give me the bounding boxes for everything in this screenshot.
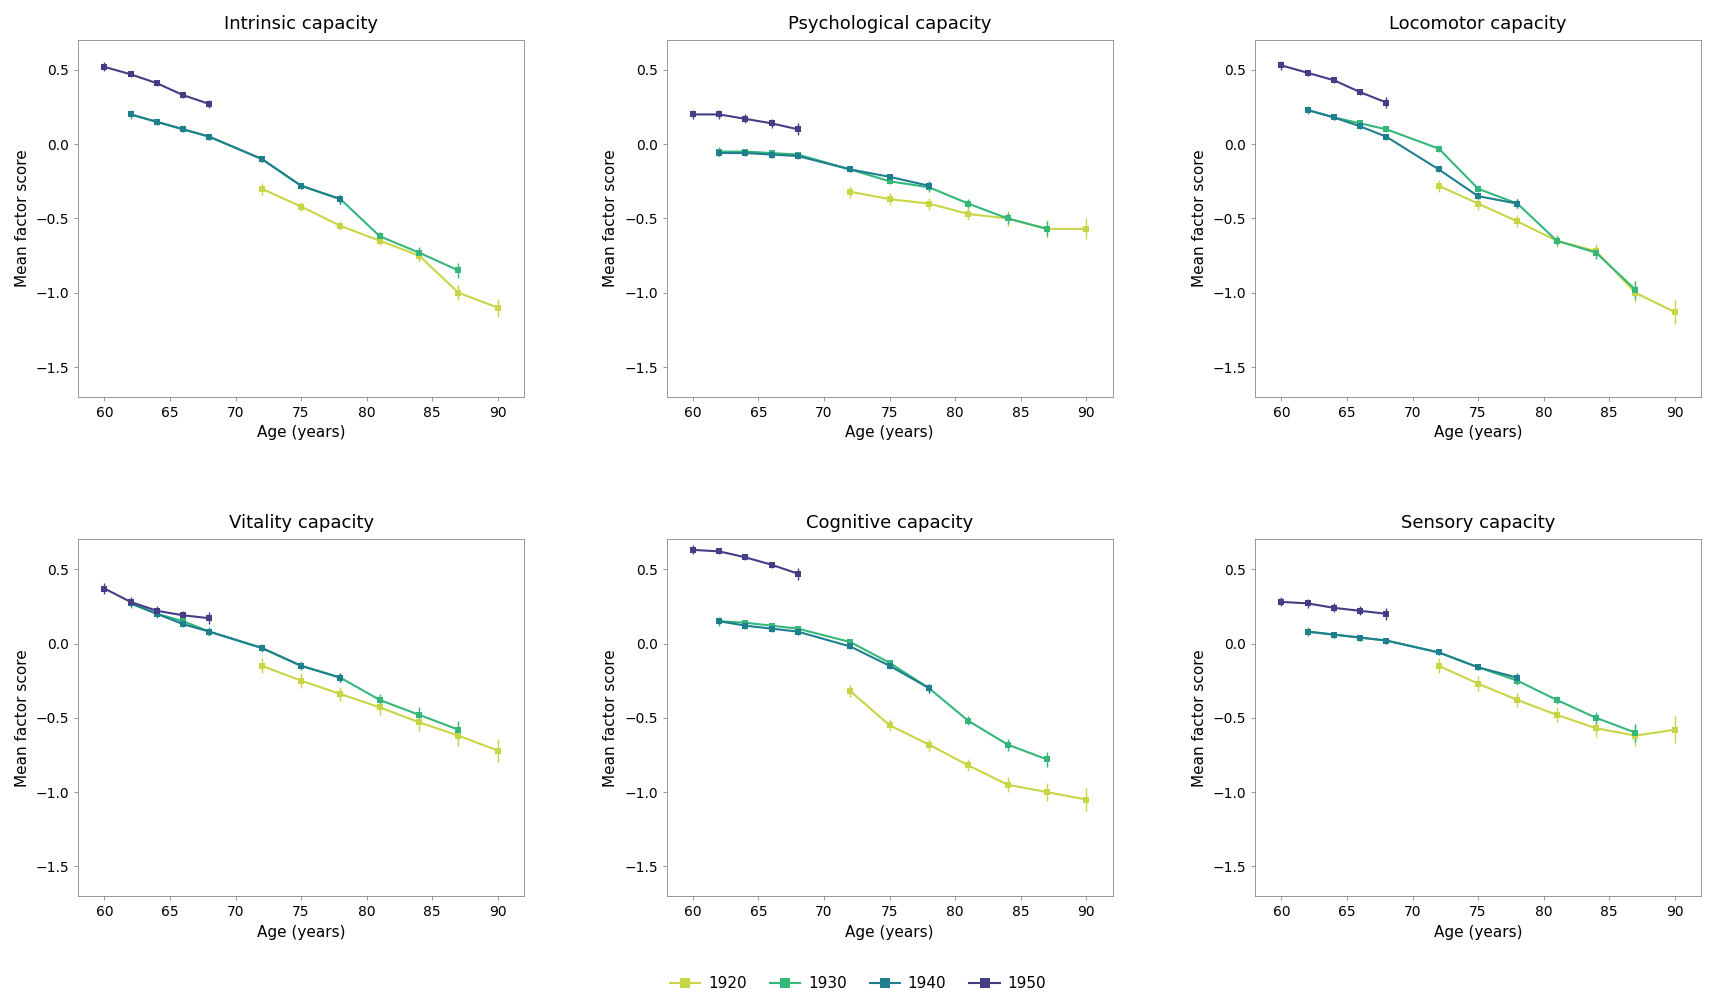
- Y-axis label: Mean factor score: Mean factor score: [604, 150, 618, 287]
- X-axis label: Age (years): Age (years): [1435, 425, 1522, 440]
- X-axis label: Age (years): Age (years): [1435, 925, 1522, 940]
- Y-axis label: Mean factor score: Mean factor score: [15, 649, 29, 787]
- Title: Sensory capacity: Sensory capacity: [1400, 515, 1555, 533]
- X-axis label: Age (years): Age (years): [846, 425, 934, 440]
- X-axis label: Age (years): Age (years): [257, 925, 345, 940]
- Y-axis label: Mean factor score: Mean factor score: [1193, 649, 1206, 787]
- X-axis label: Age (years): Age (years): [257, 425, 345, 440]
- Title: Psychological capacity: Psychological capacity: [788, 15, 992, 33]
- Title: Vitality capacity: Vitality capacity: [228, 515, 374, 533]
- Title: Locomotor capacity: Locomotor capacity: [1390, 15, 1567, 33]
- Y-axis label: Mean factor score: Mean factor score: [604, 649, 618, 787]
- Y-axis label: Mean factor score: Mean factor score: [1193, 150, 1206, 287]
- X-axis label: Age (years): Age (years): [846, 925, 934, 940]
- Legend: 1920, 1930, 1940, 1950: 1920, 1930, 1940, 1950: [664, 970, 1052, 997]
- Title: Cognitive capacity: Cognitive capacity: [807, 515, 973, 533]
- Title: Intrinsic capacity: Intrinsic capacity: [225, 15, 378, 33]
- Y-axis label: Mean factor score: Mean factor score: [15, 150, 29, 287]
